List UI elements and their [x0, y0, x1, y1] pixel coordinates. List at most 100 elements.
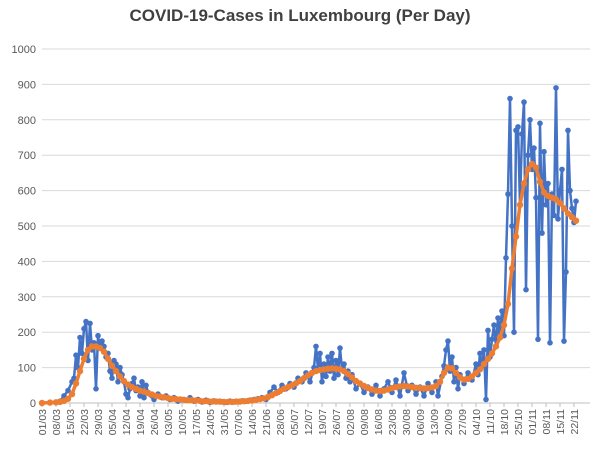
- data-point: [325, 354, 331, 360]
- x-tick-label: 08/11: [541, 409, 553, 435]
- data-point: [489, 336, 495, 343]
- x-tick-label: 19/07: [317, 409, 329, 435]
- data-point: [560, 205, 568, 212]
- x-tick-label: 29/03: [93, 409, 105, 435]
- x-tick-label: 09/08: [359, 409, 371, 435]
- data-point: [537, 120, 543, 127]
- data-point: [483, 396, 489, 403]
- data-point: [436, 378, 444, 385]
- data-point: [38, 399, 46, 407]
- data-point: [107, 368, 113, 374]
- x-tick-label: 30/08: [401, 409, 413, 435]
- data-point: [455, 386, 461, 392]
- data-point: [109, 375, 115, 382]
- data-point: [317, 350, 323, 357]
- data-point: [323, 373, 329, 380]
- data-point: [448, 365, 456, 372]
- data-point: [563, 269, 569, 275]
- data-point: [117, 364, 123, 371]
- x-tick-label: 31/05: [219, 409, 231, 435]
- y-tick-label: 600: [18, 186, 36, 198]
- data-point: [76, 367, 84, 375]
- data-point: [335, 371, 341, 378]
- data-point: [553, 85, 559, 91]
- x-axis-ticks: 01/03 08/03 15/03 22/03 29/03 05/04 12/04 19/04…: [37, 403, 581, 435]
- x-tick-label: 18/10: [499, 409, 511, 435]
- data-point: [533, 194, 539, 201]
- data-point: [521, 99, 527, 105]
- data-point: [556, 199, 564, 207]
- y-tick-label: 900: [18, 79, 36, 91]
- data-point: [139, 379, 145, 385]
- x-tick-label: 01/03: [37, 409, 49, 435]
- data-point: [321, 361, 327, 367]
- data-point: [573, 198, 579, 204]
- data-point: [543, 202, 549, 208]
- data-point: [435, 393, 441, 399]
- x-tick-label: 20/09: [443, 409, 455, 435]
- x-tick-label: 28/06: [275, 409, 287, 435]
- data-point: [452, 369, 460, 377]
- data-point: [313, 343, 319, 350]
- x-tick-label: 22/03: [79, 409, 91, 435]
- data-point: [307, 379, 313, 385]
- data-point: [116, 373, 124, 380]
- x-tick-label: 26/07: [331, 409, 343, 435]
- data-point: [331, 375, 337, 382]
- data-point: [495, 315, 501, 321]
- data-point: [449, 354, 455, 360]
- y-tick-label: 100: [18, 363, 36, 375]
- data-point: [341, 361, 347, 367]
- data-point: [319, 379, 325, 385]
- data-point: [480, 360, 488, 368]
- data-point: [488, 350, 496, 357]
- data-point: [413, 391, 419, 397]
- data-point: [555, 216, 561, 222]
- x-tick-label: 23/08: [387, 409, 399, 435]
- data-point: [397, 393, 403, 399]
- data-point: [532, 164, 540, 171]
- data-point: [65, 387, 71, 394]
- series-line: [41, 86, 578, 405]
- chart-title: COVID-19-Cases in Luxembourg (Per Day): [129, 6, 471, 25]
- data-point: [377, 393, 383, 399]
- data-point: [451, 379, 457, 385]
- x-tick-label: 11/10: [485, 409, 497, 435]
- data-point: [68, 390, 76, 398]
- x-tick-label: 08/03: [51, 409, 63, 435]
- data-point: [559, 166, 565, 173]
- data-point: [271, 384, 277, 390]
- x-tick-label: 19/04: [135, 409, 147, 435]
- data-point: [516, 201, 524, 208]
- data-point: [100, 348, 108, 355]
- data-point: [99, 338, 105, 344]
- x-tick-label: 17/05: [191, 409, 203, 435]
- data-point: [141, 394, 147, 401]
- x-tick-label: 24/05: [205, 409, 217, 435]
- data-point: [569, 205, 575, 212]
- data-point: [46, 399, 54, 406]
- x-tick-label: 14/06: [247, 409, 259, 435]
- x-tick-label: 02/08: [345, 409, 357, 435]
- data-point: [525, 152, 531, 158]
- y-tick-label: 800: [18, 115, 36, 127]
- x-tick-label: 01/11: [527, 409, 539, 435]
- data-point: [512, 233, 520, 240]
- data-point: [509, 223, 515, 229]
- data-point: [445, 338, 451, 344]
- x-tick-label: 16/08: [373, 409, 385, 435]
- data-point: [104, 355, 112, 362]
- y-tick-label: 200: [18, 327, 36, 339]
- data-point: [79, 350, 85, 357]
- data-point: [477, 350, 483, 357]
- x-tick-label: 21/06: [261, 409, 273, 435]
- data-point: [481, 347, 487, 353]
- x-tick-label: 15/03: [65, 409, 77, 435]
- data-point: [485, 327, 491, 334]
- data-point: [565, 127, 571, 134]
- data-point: [561, 338, 567, 344]
- data-point: [115, 379, 121, 385]
- data-point: [361, 389, 367, 396]
- data-point: [476, 366, 484, 373]
- data-point: [385, 379, 391, 385]
